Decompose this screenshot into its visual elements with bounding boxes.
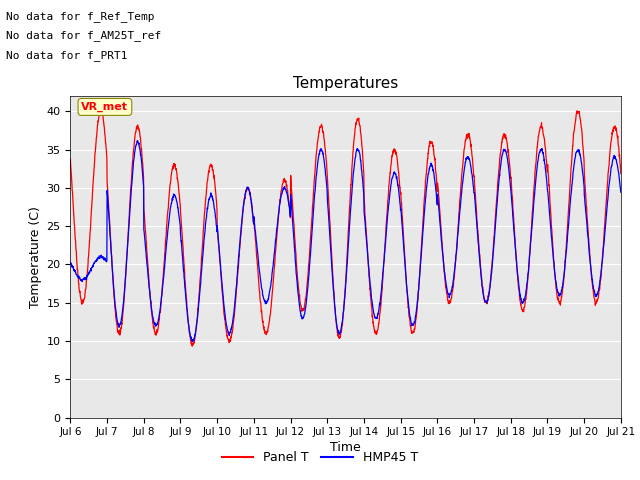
Panel T	[67, 156, 74, 162]
Text: No data for f_PRT1: No data for f_PRT1	[6, 49, 128, 60]
Text: No data for f_AM25T_ref: No data for f_AM25T_ref	[6, 30, 162, 41]
Panel T	[221, 312, 228, 318]
Panel T	[569, 143, 577, 149]
Panel T	[617, 171, 625, 177]
HMP45 T	[189, 338, 196, 344]
Panel T	[584, 225, 592, 230]
Panel T	[362, 225, 370, 230]
Panel T	[374, 326, 381, 332]
HMP45 T	[506, 177, 514, 183]
HMP45 T	[134, 138, 141, 144]
HMP45 T	[617, 189, 625, 195]
Legend: Panel T, HMP45 T: Panel T, HMP45 T	[217, 446, 423, 469]
HMP45 T	[67, 259, 74, 265]
Panel T	[506, 165, 514, 170]
Line: HMP45 T: HMP45 T	[70, 141, 621, 341]
Line: Panel T: Panel T	[70, 109, 621, 346]
Text: No data for f_Ref_Temp: No data for f_Ref_Temp	[6, 11, 155, 22]
Title: Temperatures: Temperatures	[293, 76, 398, 91]
X-axis label: Time: Time	[330, 442, 361, 455]
Text: VR_met: VR_met	[81, 102, 129, 112]
HMP45 T	[374, 312, 381, 318]
HMP45 T	[569, 176, 577, 182]
HMP45 T	[221, 305, 228, 311]
HMP45 T	[584, 234, 592, 240]
Y-axis label: Temperature (C): Temperature (C)	[29, 206, 42, 308]
Panel T	[189, 343, 196, 349]
Panel T	[97, 107, 104, 112]
HMP45 T	[362, 231, 370, 237]
